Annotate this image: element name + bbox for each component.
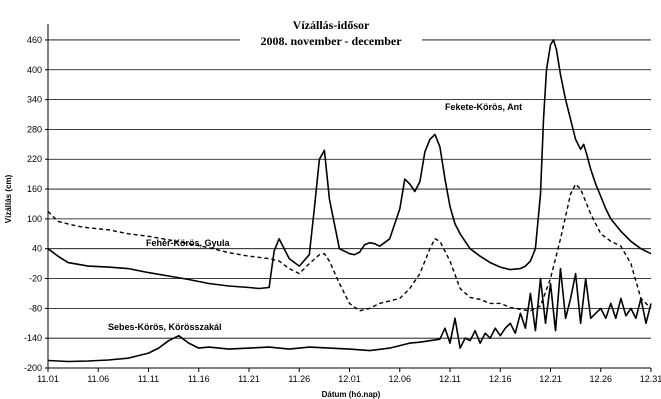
x-tick-label: 11.11 — [138, 374, 159, 384]
x-tick-label: 11.01 — [37, 374, 59, 384]
series-lines — [47, 39, 652, 363]
x-tick-label: 12.21 — [539, 374, 562, 384]
x-tick-label: 11.26 — [288, 374, 310, 384]
y-tick-label: -200 — [24, 363, 42, 373]
y-tick-label: -80 — [29, 303, 42, 313]
series-line-fekete-koros — [47, 39, 652, 290]
y-tick-label: 340 — [27, 95, 42, 105]
series-label-fekete: Fekete-Körös, Ant — [445, 102, 522, 112]
x-tick-label: 11.16 — [188, 374, 210, 384]
title-box — [240, 14, 422, 52]
series-line-feher-koros — [47, 183, 652, 312]
y-tick-label: 100 — [27, 214, 42, 224]
y-tick-label: 40 — [32, 244, 42, 254]
x-tick-label: 11.21 — [238, 374, 260, 384]
y-tick-label: 280 — [27, 124, 42, 134]
x-tick-label: 12.01 — [338, 374, 361, 384]
series-line-sebes-koros — [47, 267, 652, 363]
y-axis-title: Vízállás (cm) — [4, 174, 13, 223]
x-axis-ticks: 11.01 11.06 11.11 11.16 11.21 11.26 12.01 12.06… — [37, 368, 661, 384]
y-tick-label: 400 — [27, 65, 42, 75]
x-axis-title: Dátum (hó.nap) — [322, 390, 381, 399]
x-tick-label: 12.11 — [439, 374, 461, 384]
y-tick-label: 160 — [27, 184, 42, 194]
chart-title: Vízállás-idősor — [293, 18, 370, 32]
x-tick-label: 11.06 — [87, 374, 109, 384]
series-label-sebes: Sebes-Körös, Körösszakál — [108, 322, 222, 332]
plot-frame — [47, 24, 651, 369]
y-tick-label: -20 — [29, 274, 42, 284]
y-axis-ticks: -200 -140 -80 -20 40 100 160 220 280 340 400 460 — [24, 35, 48, 373]
y-tick-label: 460 — [27, 35, 42, 45]
chart-subtitle: 2008. november - december — [260, 34, 402, 48]
series-label-feher: Fehér-Körös, Gyula — [146, 238, 231, 248]
y-tick-label: 220 — [27, 154, 42, 164]
x-tick-label: 12.26 — [589, 374, 612, 384]
gridlines — [48, 39, 651, 369]
x-tick-label: 12.06 — [388, 374, 411, 384]
x-tick-label: 12.31 — [640, 374, 661, 384]
y-tick-label: -140 — [24, 333, 42, 343]
x-tick-label: 12.16 — [489, 374, 512, 384]
